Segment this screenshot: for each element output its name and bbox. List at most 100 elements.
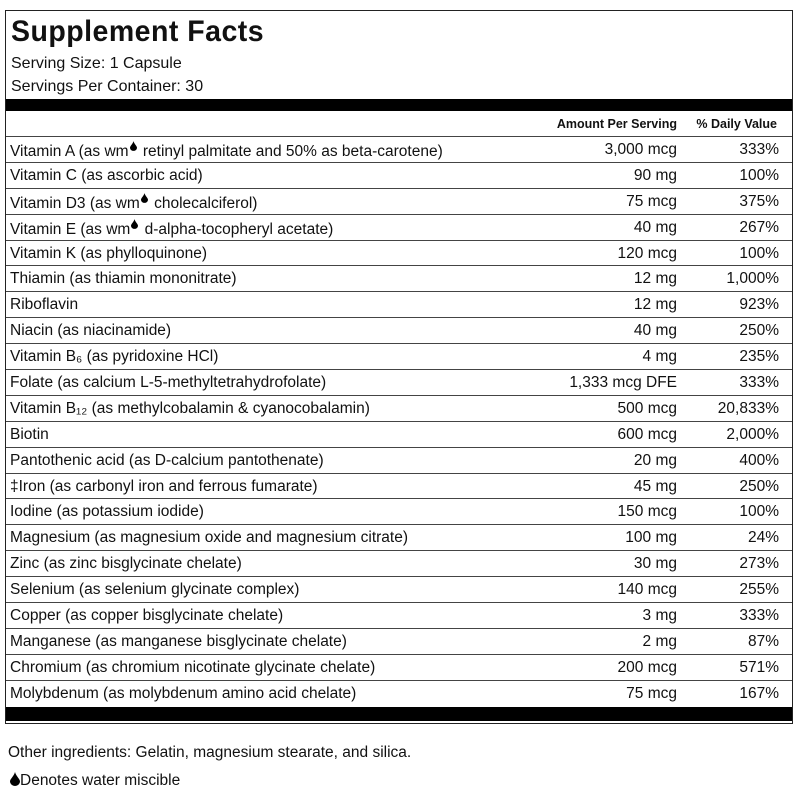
nutrient-row: Vitamin E (as wm d-alpha-tocopheryl acet… — [6, 213, 792, 240]
nutrient-row: Iodine (as potassium iodide) 150 mcg 100% — [6, 498, 792, 524]
nutrient-name: Vitamin D3 (as wm cholecalciferol) — [10, 192, 258, 213]
amount: 100 mg — [625, 529, 677, 547]
nutrient-row: Biotin 600 mcg 2,000% — [6, 420, 792, 447]
nutrient-name: Riboflavin — [10, 296, 79, 314]
daily-value: 235% — [739, 348, 779, 366]
thick-rule — [6, 707, 792, 721]
column-header: Amount Per Serving % Daily Value — [6, 112, 792, 135]
daily-value: 100% — [739, 503, 779, 521]
amount: 500 mcg — [617, 399, 677, 417]
nutrient-row: Vitamin D3 (as wm cholecalciferol) 75 mcg… — [6, 187, 792, 214]
daily-value: 375% — [739, 192, 779, 210]
daily-value: 273% — [739, 555, 779, 573]
daily-value: 255% — [739, 581, 779, 599]
nutrient-row: Vitamin B₁₂ (as methylcobalamin & cyanoc… — [6, 394, 792, 421]
nutrient-row: Copper (as copper bisglycinate chelate) 3… — [6, 602, 792, 628]
amount: 40 mg — [633, 322, 677, 340]
name-part: Vitamin E (as wm — [10, 220, 131, 238]
daily-value: 267% — [739, 218, 779, 236]
name-part: retinyl palmitate and 50% as beta-carote… — [138, 143, 443, 160]
daily-value: 571% — [739, 658, 779, 676]
nutrient-name: Biotin — [10, 425, 49, 443]
nutrient-name: Chromium (as chromium nicotinate glycina… — [10, 658, 376, 676]
daily-value: 100% — [739, 166, 779, 184]
nutrient-row: Pantothenic acid (as D-calcium pantothen… — [6, 446, 792, 473]
name-part: Vitamin D3 (as wm — [10, 194, 140, 212]
daily-value: 20,833% — [717, 399, 779, 417]
name-part: cholecalciferol) — [149, 194, 258, 212]
amount: 600 mcg — [617, 425, 677, 443]
amount: 120 mcg — [617, 244, 677, 262]
daily-value: 250% — [739, 477, 779, 495]
nutrient-row: Vitamin A (as wm retinyl palmitate and 5… — [6, 136, 792, 162]
name-part: Vitamin A (as wm — [10, 143, 129, 160]
amount-header: Amount Per Serving — [556, 117, 677, 131]
servings-per-container: Servings Per Container: 30 — [11, 78, 204, 95]
nutrient-name: Vitamin B₁₂ (as methylcobalamin & cyanoc… — [10, 399, 370, 417]
amount: 12 mg — [633, 296, 677, 314]
other-ingredients: Other ingredients: Gelatin, magnesium st… — [8, 744, 412, 761]
daily-value: 87% — [747, 632, 779, 650]
nutrient-row: Thiamin (as thiamin mononitrate) 12 mg 1,0… — [6, 265, 792, 291]
name-part: d-alpha-tocopheryl acetate) — [140, 220, 334, 238]
drop-icon — [10, 772, 20, 786]
nutrient-row: Selenium (as selenium glycinate complex)… — [6, 576, 792, 602]
nutrient-rows: Vitamin A (as wm retinyl palmitate and 5… — [6, 136, 792, 706]
thick-rule — [6, 99, 792, 111]
nutrient-name: Molybdenum (as molybdenum amino acid che… — [10, 684, 357, 702]
nutrient-row: ‡Iron (as carbonyl iron and ferrous fuma… — [6, 472, 792, 499]
nutrient-row: Vitamin K (as phylloquinone) 120 mcg 100% — [6, 239, 792, 266]
amount: 140 mcg — [617, 581, 677, 599]
nutrient-name: Folate (as calcium L-5-methyltetrahydrof… — [10, 374, 327, 392]
amount: 90 mg — [633, 166, 677, 184]
nutrient-name: ‡Iron (as carbonyl iron and ferrous fuma… — [10, 477, 318, 495]
nutrient-row: Chromium (as chromium nicotinate glycina… — [6, 653, 792, 680]
nutrient-name: Manganese (as manganese bisglycinate che… — [10, 632, 347, 650]
amount: 1,333 mcg DFE — [569, 374, 677, 392]
amount: 3 mg — [642, 607, 677, 625]
amount: 75 mcg — [626, 192, 677, 210]
amount: 45 mg — [633, 477, 677, 495]
nutrient-name: Vitamin E (as wm d-alpha-tocopheryl acet… — [10, 218, 334, 239]
note: Denotes water miscible — [20, 772, 181, 789]
daily-value: 24% — [747, 529, 779, 547]
amount: 12 mg — [633, 270, 677, 288]
nutrient-name: Copper (as copper bisglycinate chelate) — [10, 607, 284, 625]
nutrient-name: Niacin (as niacinamide) — [10, 322, 172, 340]
amount: 40 mg — [633, 218, 677, 236]
nutrient-name: Zinc (as zinc bisglycinate chelate) — [10, 555, 242, 573]
daily-value-header: % Daily Value — [696, 117, 777, 131]
drop-icon — [129, 141, 137, 151]
nutrient-name: Vitamin K (as phylloquinone) — [10, 244, 208, 262]
daily-value: 333% — [739, 607, 779, 625]
amount: 3,000 mcg — [604, 141, 677, 158]
footnote: Denotes water miscible — [10, 772, 180, 790]
amount: 30 mg — [633, 555, 677, 573]
nutrient-row: Zinc (as zinc bisglycinate chelate) 30 mg… — [6, 550, 792, 576]
drop-icon — [131, 218, 139, 229]
daily-value: 923% — [739, 296, 779, 314]
nutrient-row: Magnesium (as magnesium oxide and magnes… — [6, 524, 792, 550]
nutrient-row: Manganese (as manganese bisglycinate che… — [6, 627, 792, 654]
nutrient-name: Thiamin (as thiamin mononitrate) — [10, 270, 237, 288]
title: Supplement Facts — [11, 15, 265, 48]
amount: 200 mcg — [617, 658, 677, 676]
nutrient-name: Pantothenic acid (as D-calcium pantothen… — [10, 451, 324, 469]
amount: 75 mcg — [626, 684, 677, 702]
nutrient-row: Folate (as calcium L-5-methyltetrahydrof… — [6, 369, 792, 395]
daily-value: 1,000% — [726, 270, 779, 288]
amount: 20 mg — [633, 451, 677, 469]
nutrient-row: Vitamin C (as ascorbic acid) 90 mg 100% — [6, 161, 792, 188]
nutrient-name: Magnesium (as magnesium oxide and magnes… — [10, 529, 409, 547]
nutrient-row: Riboflavin 12 mg 923% — [6, 291, 792, 317]
nutrient-name: Vitamin B₆ (as pyridoxine HCl) — [10, 348, 219, 366]
daily-value: 333% — [739, 141, 779, 158]
nutrient-row: Vitamin B₆ (as pyridoxine HCl) 4 mg 235% — [6, 343, 792, 369]
nutrient-name: Iodine (as potassium iodide) — [10, 503, 204, 521]
supplement-facts-panel: Supplement Facts Serving Size: 1 Capsule… — [5, 10, 793, 724]
daily-value: 100% — [739, 244, 779, 262]
daily-value: 167% — [739, 684, 779, 702]
drop-icon — [140, 192, 148, 203]
serving-size: Serving Size: 1 Capsule — [11, 55, 182, 72]
